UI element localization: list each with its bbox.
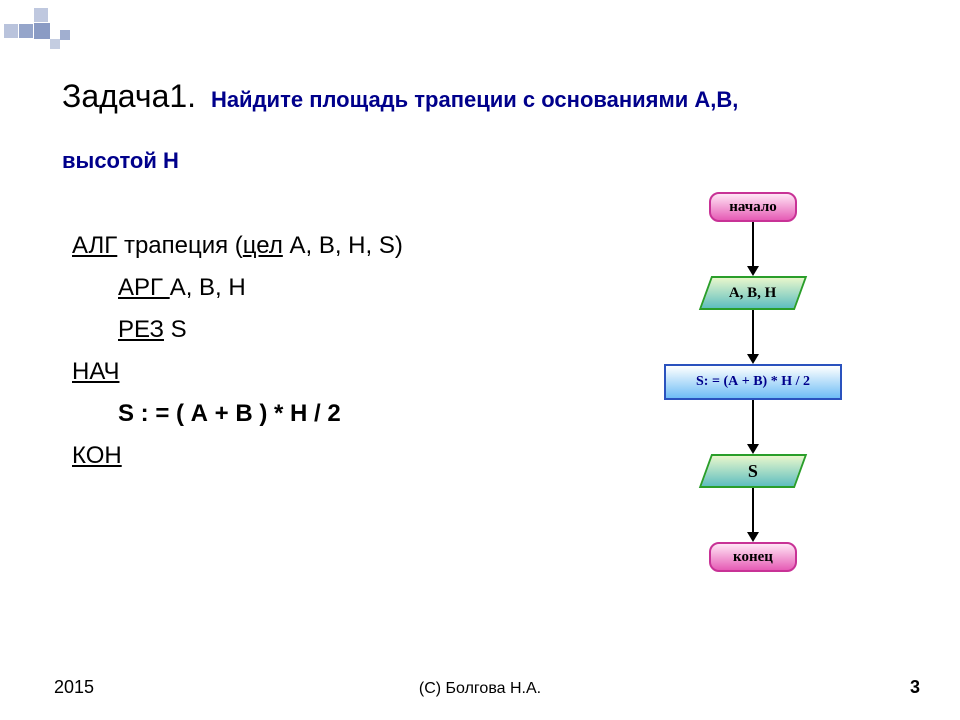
title-prefix: Задача1.: [62, 78, 196, 114]
flowchart-node-start: начало: [709, 192, 797, 222]
algo-line-2: АРГ А, В, Н: [118, 267, 403, 309]
flowchart-arrow-0: [752, 222, 754, 266]
flowchart-arrow-1: [752, 310, 754, 354]
flowchart-arrowhead-2: [747, 444, 759, 454]
flowchart-arrow-3: [752, 488, 754, 532]
flowchart-node-end: конец: [709, 542, 797, 572]
footer-page-number: 3: [910, 677, 920, 698]
algorithm-pseudocode: АЛГ трапеция (цел А, В, Н, S) АРГ А, В, …: [72, 225, 403, 477]
title-desc-2: высотой Н: [62, 148, 179, 174]
flowchart-node-input: А, В, Н: [699, 276, 807, 310]
flowchart-node-process: S: = (А + В) * Н / 2: [664, 364, 842, 400]
flowchart-arrow-2: [752, 400, 754, 444]
algo-line-5: S : = ( А + В ) * Н / 2: [118, 393, 403, 435]
title-desc-1: Найдите площадь трапеции с основаниями А…: [211, 87, 738, 112]
flowchart-arrowhead-1: [747, 354, 759, 364]
algo-line-1: АЛГ трапеция (цел А, В, Н, S): [72, 225, 403, 267]
slide-title: Задача1. Найдите площадь трапеции с осно…: [62, 78, 738, 115]
algo-line-4: НАЧ: [72, 351, 403, 393]
flowchart-arrowhead-3: [747, 532, 759, 542]
flowchart-node-output: S: [699, 454, 807, 488]
flowchart-arrowhead-0: [747, 266, 759, 276]
algo-line-3: РЕЗ S: [118, 309, 403, 351]
algo-line-6: КОН: [72, 435, 403, 477]
flowchart-diagram: начало А, В, Н S: = (А + В) * Н / 2 Sконец: [588, 184, 938, 634]
footer-author: (С) Болгова Н.А.: [0, 680, 960, 698]
